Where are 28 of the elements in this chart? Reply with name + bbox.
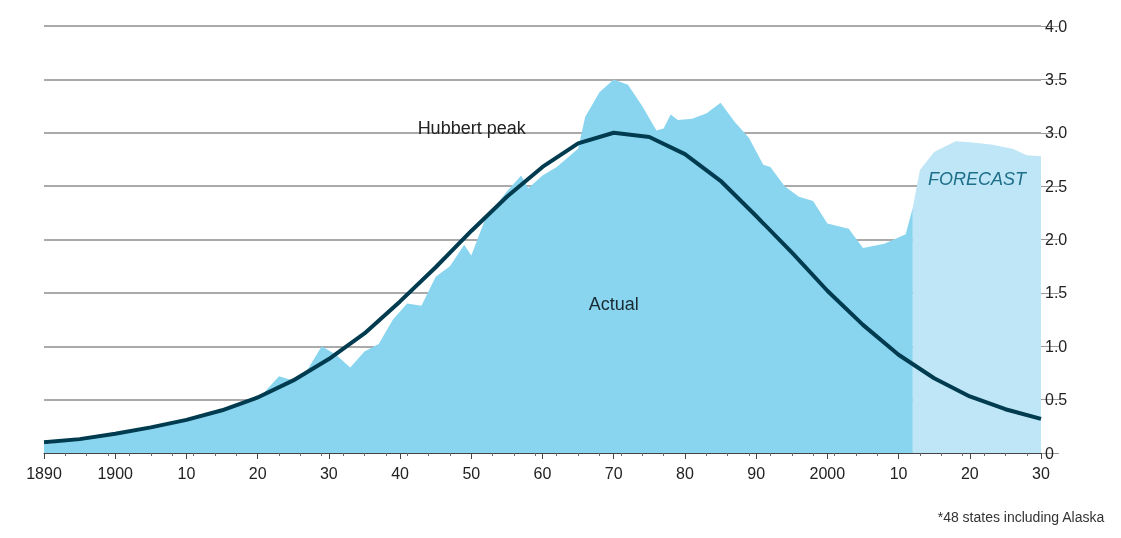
x-tick-label: 30 <box>319 464 338 482</box>
x-tick-label: 90 <box>747 464 766 482</box>
y-tick-label: 3.0 <box>1045 124 1068 142</box>
x-tick-label: 1900 <box>97 464 134 482</box>
x-tick-label: 50 <box>462 464 481 482</box>
x-tick-label: 60 <box>533 464 552 482</box>
x-tick-label: 10 <box>177 464 196 482</box>
y-tick-label: 2.0 <box>1045 231 1068 248</box>
x-tick-label: 80 <box>676 464 694 482</box>
series-label: FORECAST <box>927 168 1028 189</box>
y-tick-label: 1.5 <box>1045 284 1068 302</box>
y-tick-label: 0.5 <box>1045 391 1068 409</box>
x-tick-label: 10 <box>889 464 908 482</box>
y-tick-label: 3.5 <box>1045 70 1068 88</box>
series-label: Actual <box>588 293 639 314</box>
x-tick-label: 20 <box>248 464 267 482</box>
y-tick-label: 1.0 <box>1045 337 1068 355</box>
x-tick-label: 20 <box>960 464 979 482</box>
x-tick-label: 1890 <box>26 464 62 482</box>
x-tick-label: 30 <box>1032 464 1050 482</box>
series-label: Hubbert peak <box>417 117 527 138</box>
y-tick-label: 0 <box>1045 444 1054 462</box>
x-tick-label: 70 <box>604 464 623 482</box>
y-tick-label: 2.5 <box>1045 177 1068 195</box>
y-tick-label: 4.0 <box>1045 17 1068 35</box>
x-tick-label: 2000 <box>809 464 846 482</box>
x-tick-label: 40 <box>391 464 410 482</box>
text: *48 states including Alaska <box>937 509 1105 525</box>
